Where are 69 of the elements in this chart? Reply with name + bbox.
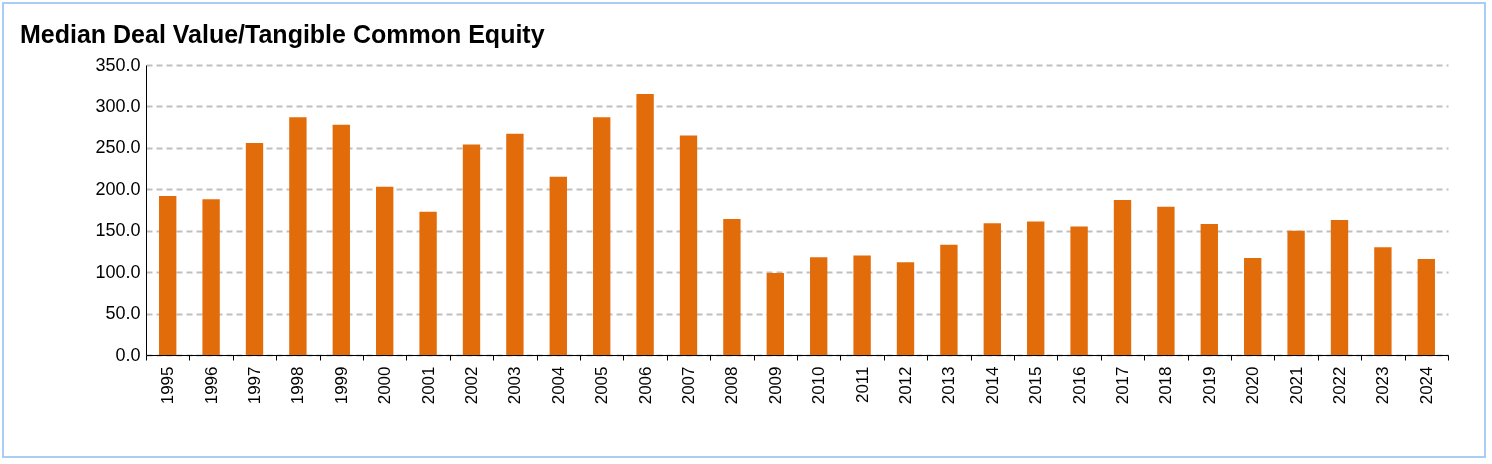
x-tick-label: 2015 — [1026, 366, 1046, 405]
x-tick-label: 2009 — [765, 366, 785, 405]
x-tick-label: 2017 — [1113, 366, 1132, 405]
x-tick-label: 2003 — [505, 366, 525, 405]
bar — [289, 117, 307, 355]
bar — [940, 244, 958, 355]
bar — [636, 94, 654, 355]
x-tick-label: 2024 — [1416, 366, 1436, 405]
x-tick-label: 2002 — [462, 366, 481, 405]
x-tick-label: 2010 — [809, 366, 829, 405]
bar — [593, 117, 611, 355]
x-tick-label: 1999 — [331, 366, 351, 405]
y-tick-label: 350.0 — [95, 54, 141, 75]
x-tick-label: 1995 — [158, 366, 178, 405]
x-tick-label: 2012 — [896, 366, 915, 405]
bar — [1244, 258, 1262, 355]
y-tick-label: 50.0 — [105, 303, 141, 324]
x-tick-label: 2006 — [635, 366, 655, 405]
x-tick-label: 2019 — [1199, 366, 1219, 405]
x-tick-label: 2004 — [548, 366, 568, 405]
x-tick-label: 2014 — [982, 366, 1002, 405]
y-tick-label: 250.0 — [95, 137, 141, 158]
x-tick-label: 2007 — [679, 366, 698, 405]
bar — [853, 255, 871, 355]
y-tick-label: 100.0 — [95, 261, 141, 282]
bar — [1330, 219, 1349, 355]
x-tick-label: 1997 — [245, 366, 264, 405]
x-tick-label: 2000 — [375, 366, 395, 405]
bar — [723, 219, 741, 355]
bar — [1374, 247, 1392, 355]
x-tick-label: 2023 — [1373, 366, 1393, 405]
x-tick-label: 2020 — [1243, 366, 1263, 405]
bar — [376, 186, 394, 355]
bar — [159, 195, 177, 355]
bar — [810, 257, 828, 355]
x-tick-label: 2001 — [418, 366, 438, 405]
bar — [549, 176, 567, 355]
bar — [1287, 230, 1305, 355]
bar — [462, 144, 481, 355]
y-tick-label: 0.0 — [115, 344, 141, 365]
y-tick-label: 200.0 — [95, 178, 141, 199]
x-tick-label: 2018 — [1156, 366, 1176, 405]
y-tick-label: 150.0 — [95, 220, 141, 241]
bar — [1157, 206, 1175, 355]
x-tick-label: 2011 — [852, 366, 872, 404]
x-tick-label: 2013 — [939, 366, 959, 405]
bar — [766, 272, 784, 355]
bar — [1113, 200, 1132, 355]
bar — [332, 124, 350, 355]
bar — [983, 223, 1001, 355]
bar — [419, 211, 437, 355]
x-tick-label: 2016 — [1069, 366, 1089, 405]
bar — [506, 133, 524, 355]
x-tick-label: 2021 — [1286, 366, 1306, 405]
x-tick-label: 1998 — [288, 366, 308, 405]
y-tick-label: 300.0 — [95, 95, 141, 116]
bar — [1027, 221, 1045, 355]
bar — [896, 262, 915, 355]
x-tick-label: 2008 — [722, 366, 742, 405]
bar — [1200, 224, 1218, 355]
bar — [679, 135, 698, 355]
bar — [1417, 258, 1435, 355]
x-tick-label: 2005 — [592, 366, 612, 405]
bar — [202, 199, 220, 355]
x-tick-label: 1996 — [201, 366, 221, 405]
bar — [245, 142, 264, 355]
bar — [1070, 226, 1088, 355]
x-tick-label: 2022 — [1330, 366, 1349, 405]
chart-title: Median Deal Value/Tangible Common Equity — [19, 20, 545, 48]
